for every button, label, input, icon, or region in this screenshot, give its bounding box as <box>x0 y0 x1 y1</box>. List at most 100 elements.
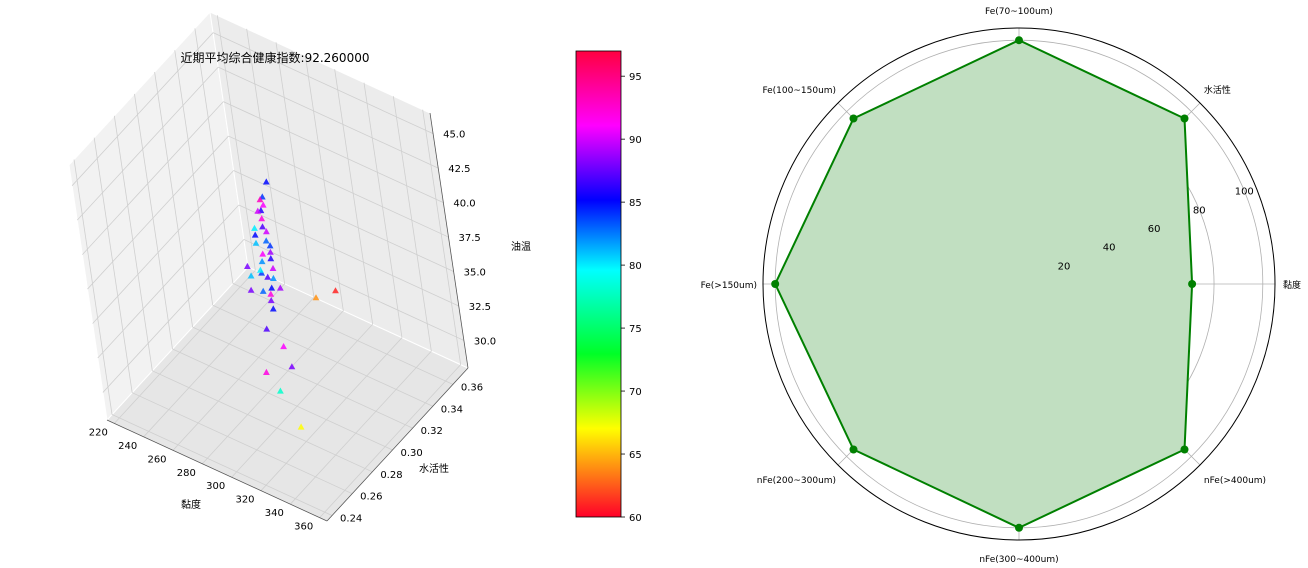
radar-axis-label: 水活性 <box>1204 84 1231 96</box>
scatter-point <box>259 223 266 230</box>
grid-z-back <box>233 170 454 272</box>
radar-radial-tick-label: 100 <box>1235 187 1254 198</box>
scatter-point <box>259 201 267 208</box>
grid-z-left <box>71 32 214 186</box>
grid-y-left <box>154 72 194 328</box>
x-tick-label: 320 <box>235 495 254 506</box>
z-axis-line <box>429 112 469 369</box>
scatter3d-title: 近期平均综合健康指数:92.260000 <box>181 50 370 65</box>
grid-x-floor <box>143 283 285 438</box>
radar-axis-label: Fe(>150um) <box>701 281 757 291</box>
scatter-point <box>263 325 271 332</box>
radar-point <box>1188 280 1197 288</box>
x-tick-label: 240 <box>118 441 137 452</box>
grid-z-left <box>92 170 234 324</box>
scatter-point <box>312 294 320 301</box>
grid-z-left <box>102 239 245 393</box>
scatter-point <box>277 387 284 394</box>
grid-x-back <box>275 42 315 298</box>
scatter-point <box>269 264 277 271</box>
y-tick-label: 0.26 <box>360 492 382 503</box>
x-tick-label: 260 <box>147 454 166 465</box>
grid-z-left <box>87 135 229 290</box>
grid-x-back <box>363 82 403 338</box>
z-tick-label: 45.0 <box>443 130 465 141</box>
x-axis-line <box>106 419 328 522</box>
y-tick-label: 0.28 <box>380 470 402 481</box>
scatter3d-axis-lines <box>106 112 469 522</box>
grid-z-left <box>82 101 224 255</box>
z-tick-label: 35.0 <box>464 268 486 279</box>
grid-y-floor <box>172 348 393 451</box>
z-tick-label: 32.5 <box>469 302 491 313</box>
scatter3d-tick-labels: 220 240 260 280 300 320 340 360 0.24 0.26 0.28 0.30… <box>89 130 496 533</box>
scatter-point <box>267 255 275 262</box>
x-tick-label: 360 <box>294 522 313 533</box>
scatter-point <box>266 242 274 249</box>
grid-z-back <box>243 239 465 341</box>
scatter-point <box>252 239 260 246</box>
colorbar-ticks: 60 65 70 75 80 85 90 95 <box>621 72 642 524</box>
z-tick-label: 37.5 <box>458 233 480 244</box>
y-tick-label: 0.32 <box>421 426 443 437</box>
grid-x-back <box>392 96 432 352</box>
scatter-point <box>258 258 266 265</box>
colorbar-tick-label: 80 <box>629 261 642 272</box>
radar-chart: 20 40 60 80 100 黏度 水活性 Fe(70~100um) Fe(100~150u… <box>701 7 1301 565</box>
colorbar-tick-label: 90 <box>629 135 642 146</box>
scatter-point <box>297 423 305 430</box>
grid-x-floor <box>202 310 344 465</box>
grid-x-back <box>304 55 344 311</box>
grid-y-floor <box>212 304 433 407</box>
scatter3d-points <box>244 178 339 430</box>
x-tick-label: 340 <box>265 508 284 519</box>
scatter-point <box>280 343 287 350</box>
colorbar-tick-label: 85 <box>629 198 642 209</box>
radar-radial-tick-label: 20 <box>1058 261 1071 272</box>
grid-y-left <box>73 159 113 415</box>
radar-point <box>1180 114 1189 123</box>
grid-y-left <box>174 50 214 306</box>
grid-y-floor <box>152 370 373 473</box>
grid-z-back <box>228 135 449 238</box>
scatter-point <box>256 196 264 203</box>
scatter3d-gridlines <box>71 15 465 518</box>
grid-y-floor <box>111 414 333 516</box>
scatter-point <box>251 224 258 231</box>
colorbar-tick-label: 70 <box>629 387 642 398</box>
z-tick-label: 30.0 <box>474 336 496 347</box>
grid-x-floor <box>231 323 373 478</box>
scatter-point <box>262 178 270 185</box>
grid-y-left <box>93 137 133 393</box>
scatter-point <box>263 368 270 375</box>
z-tick-label: 42.5 <box>448 164 470 175</box>
radar-radial-tick-labels: 20 40 60 80 100 <box>1058 187 1254 273</box>
scatter-point <box>257 266 264 273</box>
scatter-point <box>262 237 270 244</box>
grid-z-back <box>212 32 434 135</box>
grid-x-floor <box>319 364 461 518</box>
radar-axis-label: Fe(70~100um) <box>985 7 1053 17</box>
scatter-point <box>263 228 270 235</box>
radar-radial-tick-label: 80 <box>1193 205 1206 216</box>
x-tick-label: 280 <box>177 468 196 479</box>
x-tick-label: 300 <box>206 481 225 492</box>
z-tick-label: 40.0 <box>453 199 475 210</box>
grid-x-back <box>216 15 256 271</box>
grid-y-left <box>134 93 173 350</box>
y-tick-label: 0.34 <box>441 404 463 415</box>
grid-z-back <box>223 101 444 203</box>
scatter-point <box>247 286 255 293</box>
colorbar: 60 65 70 75 80 85 90 95 <box>575 50 642 524</box>
scatter-point <box>268 284 276 291</box>
scatter-point <box>267 297 275 304</box>
y-tick-label: 0.30 <box>400 448 422 459</box>
radar-point <box>849 114 858 123</box>
y-axis-line <box>326 367 469 522</box>
scatter-point <box>267 248 274 255</box>
scatter-point <box>264 273 272 280</box>
scatter-point <box>267 290 275 297</box>
radar-axis-label: nFe(300~400um) <box>979 555 1058 565</box>
grid-y-floor <box>192 326 413 429</box>
